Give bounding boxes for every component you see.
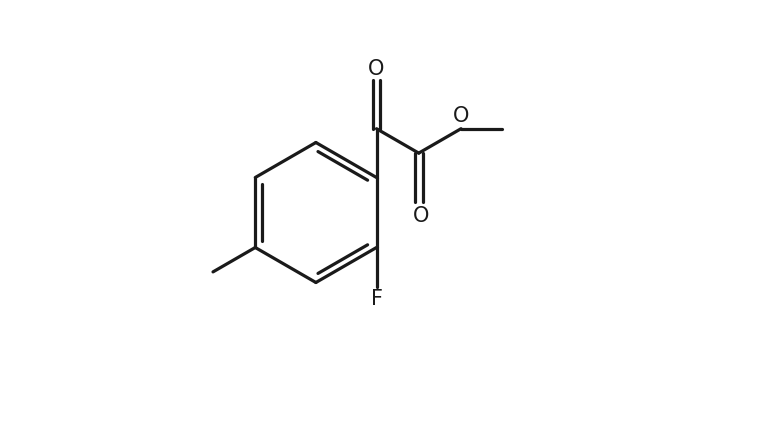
Text: O: O xyxy=(369,59,385,79)
Text: F: F xyxy=(370,289,383,309)
Text: O: O xyxy=(453,106,469,126)
Text: O: O xyxy=(413,205,429,225)
